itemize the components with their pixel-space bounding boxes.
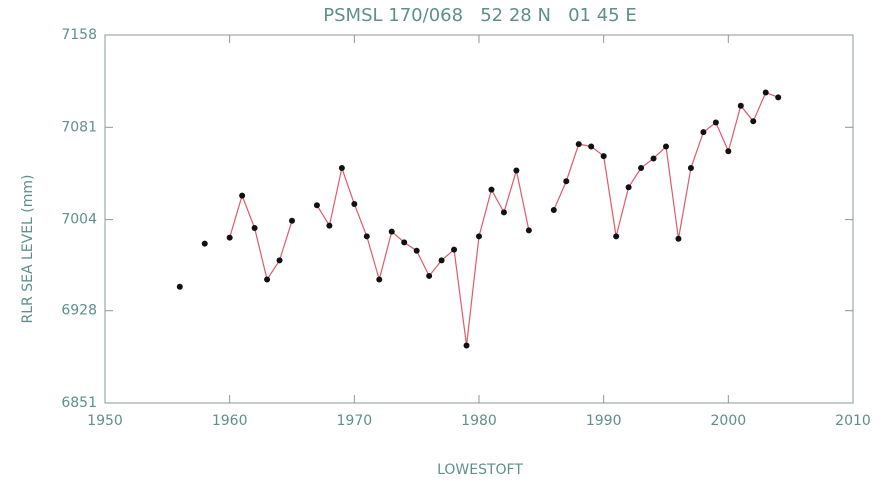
x-axis-label: LOWESTOFT xyxy=(437,462,523,478)
data-point xyxy=(500,209,507,216)
data-point xyxy=(351,201,358,208)
data-point xyxy=(750,118,757,125)
data-point xyxy=(600,153,607,160)
data-point xyxy=(176,283,183,290)
series-line xyxy=(229,91,779,346)
data-point xyxy=(625,184,632,191)
data-point xyxy=(376,276,383,283)
data-point xyxy=(201,240,208,247)
data-point xyxy=(426,272,433,279)
data-point xyxy=(737,102,744,109)
data-point xyxy=(451,246,458,253)
data-point xyxy=(563,178,570,185)
plot-frame xyxy=(104,34,854,404)
y-tick-label: 7004 xyxy=(61,212,97,228)
data-point xyxy=(463,342,470,349)
x-tick-label: 2010 xyxy=(835,413,871,429)
data-point xyxy=(239,192,246,199)
data-point xyxy=(687,165,694,172)
data-point xyxy=(326,222,333,229)
data-point xyxy=(276,257,283,264)
data-point xyxy=(226,234,233,241)
data-point xyxy=(675,235,682,242)
x-tick-label: 1980 xyxy=(461,413,497,429)
data-point xyxy=(725,148,732,155)
x-tick-label: 1990 xyxy=(586,413,622,429)
data-point xyxy=(264,276,271,283)
data-point xyxy=(762,89,769,96)
y-axis-label: RLR SEA LEVEL (mm) xyxy=(20,175,36,324)
y-tick-label: 7081 xyxy=(61,119,97,135)
data-point xyxy=(289,217,295,224)
data-point xyxy=(712,119,719,126)
data-point xyxy=(476,233,482,240)
data-point xyxy=(550,207,557,214)
data-point xyxy=(650,155,657,162)
data-point xyxy=(363,233,370,240)
data-point xyxy=(338,165,345,172)
data-point xyxy=(401,239,408,246)
x-tick-label: 1970 xyxy=(337,413,373,429)
data-point xyxy=(525,227,532,234)
data-point xyxy=(438,257,445,264)
data-point xyxy=(313,202,320,209)
x-tick-label: 2000 xyxy=(711,413,747,429)
data-point xyxy=(775,94,782,101)
data-point xyxy=(413,247,420,254)
data-point xyxy=(613,233,620,240)
x-tick-label: 1950 xyxy=(87,413,123,429)
data-point xyxy=(251,224,258,231)
x-tick-label: 1960 xyxy=(212,413,248,429)
data-point xyxy=(638,165,645,172)
data-point xyxy=(663,143,669,150)
data-point xyxy=(513,167,520,174)
y-tick-label: 7158 xyxy=(61,27,97,43)
data-point xyxy=(588,143,595,150)
data-point xyxy=(388,228,395,235)
y-tick-label: 6928 xyxy=(61,303,97,319)
data-point xyxy=(488,186,495,193)
y-tick-label: 6851 xyxy=(61,395,97,411)
data-point xyxy=(700,129,707,136)
data-point xyxy=(575,141,582,148)
chart-title: PSMSL 170/068 52 28 N 01 45 E xyxy=(323,5,636,26)
